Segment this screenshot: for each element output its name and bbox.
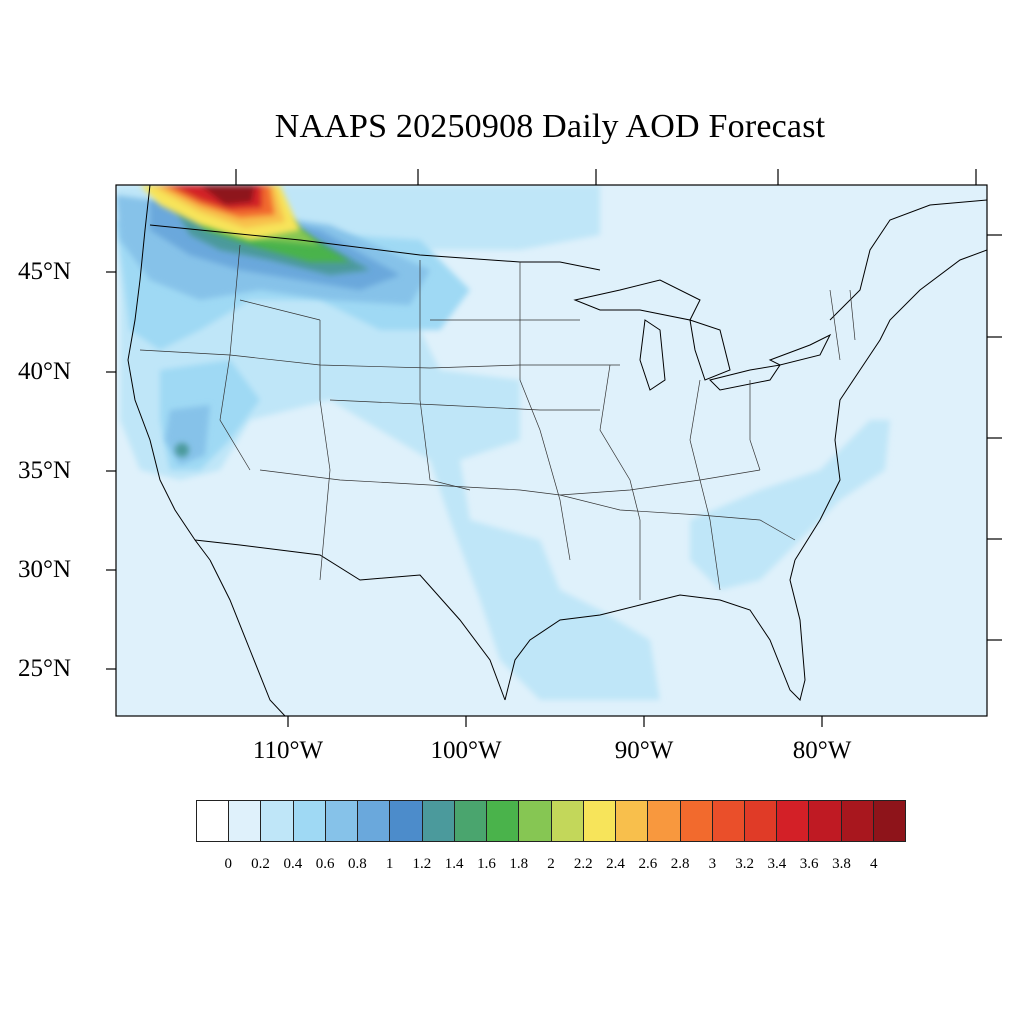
colorbar-label: 0 [224, 856, 233, 872]
colorbar-swatch [744, 801, 778, 841]
lon-label-80: 80°W [792, 737, 852, 764]
colorbar-swatch [519, 801, 552, 841]
colorbar-label: 0.8 [347, 856, 367, 872]
lat-label-25: 25°N [18, 655, 72, 682]
colorbar-swatch [777, 801, 810, 841]
lon-label-110: 110°W [252, 737, 324, 764]
colorbar-swatch [551, 801, 584, 841]
colorbar-swatch [422, 801, 455, 841]
lon-label-90: 90°W [614, 737, 674, 764]
colorbar-swatch [841, 801, 874, 841]
colorbar-swatch [712, 801, 745, 841]
colorbar-swatch [583, 801, 617, 841]
boundaries [127, 185, 987, 716]
colorbar-label: 2.4 [606, 856, 625, 872]
colorbar-label: 1 [385, 856, 394, 872]
colorbar [196, 800, 906, 842]
lat-label-40: 40°N [18, 358, 72, 385]
colorbar-swatch [873, 801, 906, 841]
lat-label-30: 30°N [18, 556, 72, 583]
colorbar-swatch [229, 801, 262, 841]
colorbar-label: 0.2 [251, 856, 270, 872]
colorbar-swatch [809, 801, 842, 841]
colorbar-label: 2.8 [670, 856, 690, 872]
map-title: NAAPS 20250908 Daily AOD Forecast [274, 108, 826, 145]
colorbar-label: 2 [547, 856, 555, 872]
lat-label-45: 45°N [18, 258, 72, 285]
colorbar-label: 1.4 [444, 856, 464, 872]
colorbar-label: 2.2 [573, 856, 593, 872]
colorbar-label: 3.4 [767, 856, 787, 872]
map-frame [115, 184, 988, 717]
colorbar-label: 3.2 [735, 856, 754, 872]
colorbar-swatch [358, 801, 391, 841]
colorbar-swatch [680, 801, 713, 841]
axis-ticks [106, 169, 1002, 727]
colorbar-swatch [390, 801, 423, 841]
state-lines [139, 244, 856, 600]
colorbar-label: 1.6 [477, 856, 496, 872]
aod-field [116, 185, 987, 716]
colorbar-label: 3 [708, 856, 717, 872]
colorbar-swatch [487, 801, 520, 841]
colorbar-label: 1.2 [412, 856, 432, 872]
colorbar-label: 3.6 [799, 856, 819, 872]
lon-label-100: 100°W [430, 737, 502, 764]
colorbar-label: 2.6 [638, 856, 658, 872]
colorbar-label: 0.6 [315, 856, 335, 872]
colorbar-label: 3.8 [832, 856, 851, 872]
colorbar-label: 0.4 [283, 856, 303, 872]
colorbar-swatch [261, 801, 294, 841]
colorbar-label: 1.8 [509, 856, 529, 872]
colorbar-swatch [648, 801, 681, 841]
colorbar-swatch [325, 801, 359, 841]
colorbar-label: 4 [869, 856, 878, 872]
colorbar-swatch [293, 801, 326, 841]
colorbar-swatch [197, 801, 230, 841]
colorbar-swatch [616, 801, 649, 841]
colorbar-swatch [454, 801, 488, 841]
lat-label-35: 35°N [18, 457, 72, 484]
